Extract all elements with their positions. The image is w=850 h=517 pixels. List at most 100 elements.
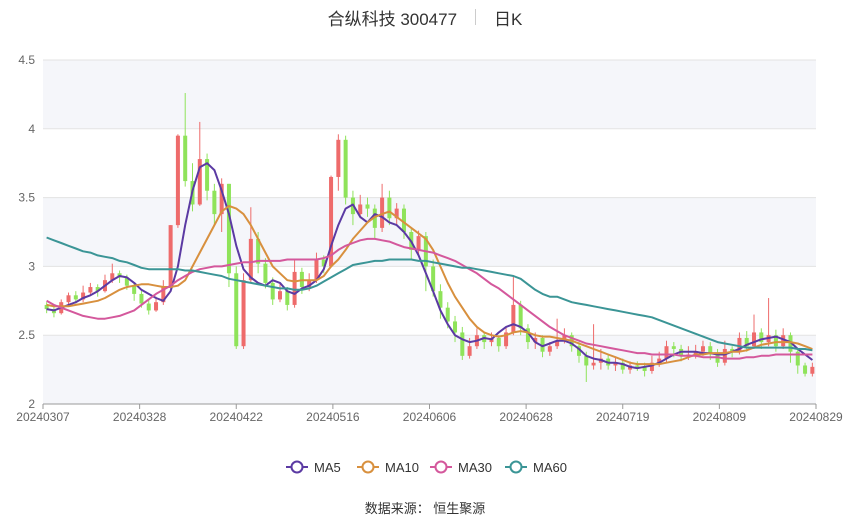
candle-body bbox=[161, 287, 166, 303]
candle-body bbox=[95, 287, 100, 292]
x-tick-label: 20240606 bbox=[403, 410, 457, 424]
candle-down bbox=[343, 135, 348, 205]
legend-item-ma30: MA30 bbox=[430, 460, 492, 475]
candle-body bbox=[168, 225, 173, 288]
candle-body bbox=[744, 337, 749, 347]
candle-down bbox=[453, 315, 458, 343]
candle-body bbox=[292, 271, 297, 305]
candle-down bbox=[263, 258, 268, 289]
candle-body bbox=[307, 280, 312, 288]
source-note: 数据来源： 恒生聚源 bbox=[364, 501, 486, 516]
candle-body bbox=[453, 321, 458, 333]
candle-body bbox=[285, 291, 290, 305]
candle-up bbox=[175, 134, 180, 228]
y-tick-label: 3 bbox=[28, 259, 35, 273]
candle-down bbox=[270, 277, 275, 305]
x-tick-label: 20240422 bbox=[210, 410, 264, 424]
x-tick-label: 20240307 bbox=[16, 410, 70, 424]
candle-body bbox=[154, 302, 159, 311]
candle-up bbox=[314, 252, 319, 283]
candle-body bbox=[270, 282, 275, 300]
candle-body bbox=[343, 139, 348, 198]
candle-body bbox=[737, 337, 742, 352]
candle-down bbox=[803, 362, 808, 377]
candle-body bbox=[234, 273, 239, 347]
candle-body bbox=[372, 208, 377, 228]
candle-up bbox=[168, 225, 173, 289]
candle-up bbox=[416, 230, 421, 256]
legend-label: MA60 bbox=[533, 460, 567, 475]
candle-body bbox=[781, 335, 786, 347]
candle-up bbox=[752, 314, 757, 349]
legend-item-ma60: MA60 bbox=[505, 460, 567, 475]
chart-legend: MA5 MA10 MA30 MA60 bbox=[286, 460, 567, 475]
candle-body bbox=[438, 291, 443, 308]
candle-body bbox=[700, 346, 705, 352]
candle-up bbox=[358, 194, 363, 219]
candle-body bbox=[73, 295, 78, 300]
x-axis: 20240307 20240328 20240422 20240516 20240606… bbox=[16, 404, 843, 424]
candle-down bbox=[576, 342, 582, 363]
candle-body bbox=[540, 337, 545, 352]
candle-down bbox=[226, 183, 231, 288]
candle-up bbox=[504, 326, 509, 349]
candle-body bbox=[635, 365, 640, 367]
candle-body bbox=[248, 238, 253, 281]
candle-down bbox=[620, 358, 625, 374]
candle-body bbox=[212, 190, 217, 215]
candle-up bbox=[810, 362, 815, 377]
candle-body bbox=[562, 335, 567, 341]
candle-body bbox=[197, 159, 202, 205]
ma-line-ma60 bbox=[46, 236, 813, 352]
candle-up bbox=[474, 328, 479, 349]
candle-body bbox=[649, 362, 654, 371]
candle-body bbox=[460, 332, 465, 356]
candle-up bbox=[292, 259, 297, 308]
legend-item-ma5: MA5 bbox=[286, 460, 341, 475]
candle-body bbox=[708, 346, 713, 355]
candle-down bbox=[234, 266, 239, 349]
candle-body bbox=[380, 197, 385, 228]
candle-up bbox=[336, 134, 341, 191]
candle-body bbox=[416, 236, 421, 250]
candle-body bbox=[591, 362, 596, 366]
legend-swatch-marker bbox=[290, 460, 304, 474]
candle-down bbox=[518, 300, 523, 336]
candle-body bbox=[671, 346, 676, 349]
candle-body bbox=[401, 208, 406, 232]
candle-body bbox=[66, 295, 71, 303]
candle-down bbox=[146, 299, 151, 315]
candle-up bbox=[277, 282, 283, 303]
candle-body bbox=[241, 280, 246, 347]
candle-body bbox=[533, 337, 538, 343]
candle-up bbox=[613, 357, 618, 371]
ma-line-ma10 bbox=[46, 204, 813, 366]
candle-down bbox=[795, 348, 800, 374]
candle-up bbox=[241, 273, 246, 349]
candle-down bbox=[496, 335, 501, 352]
candle-body bbox=[525, 328, 530, 343]
y-tick-label: 4 bbox=[28, 122, 35, 136]
candle-body bbox=[139, 293, 144, 304]
candle-body bbox=[547, 346, 552, 352]
candle-body bbox=[132, 285, 137, 294]
grid-band bbox=[43, 335, 816, 404]
x-tick-label: 20240829 bbox=[789, 410, 843, 424]
candle-body bbox=[795, 351, 800, 366]
candle-body bbox=[314, 259, 319, 281]
candle-down bbox=[460, 326, 465, 360]
x-tick-label: 20240809 bbox=[693, 410, 747, 424]
candle-body bbox=[358, 204, 363, 215]
legend-label: MA10 bbox=[385, 460, 419, 475]
candle-body bbox=[110, 273, 115, 281]
y-tick-label: 2.5 bbox=[18, 328, 35, 342]
chart-period: 日K bbox=[494, 9, 523, 29]
candle-up bbox=[591, 324, 596, 370]
chart-header: 合纵科技 300477 日K bbox=[0, 5, 850, 29]
y-tick-label: 2 bbox=[28, 397, 35, 411]
candle-up bbox=[394, 203, 399, 226]
y-axis-ticks: 2 2.5 3 3.5 4 4.5 bbox=[18, 53, 35, 411]
candle-body bbox=[81, 292, 86, 300]
grid-band bbox=[43, 60, 816, 129]
